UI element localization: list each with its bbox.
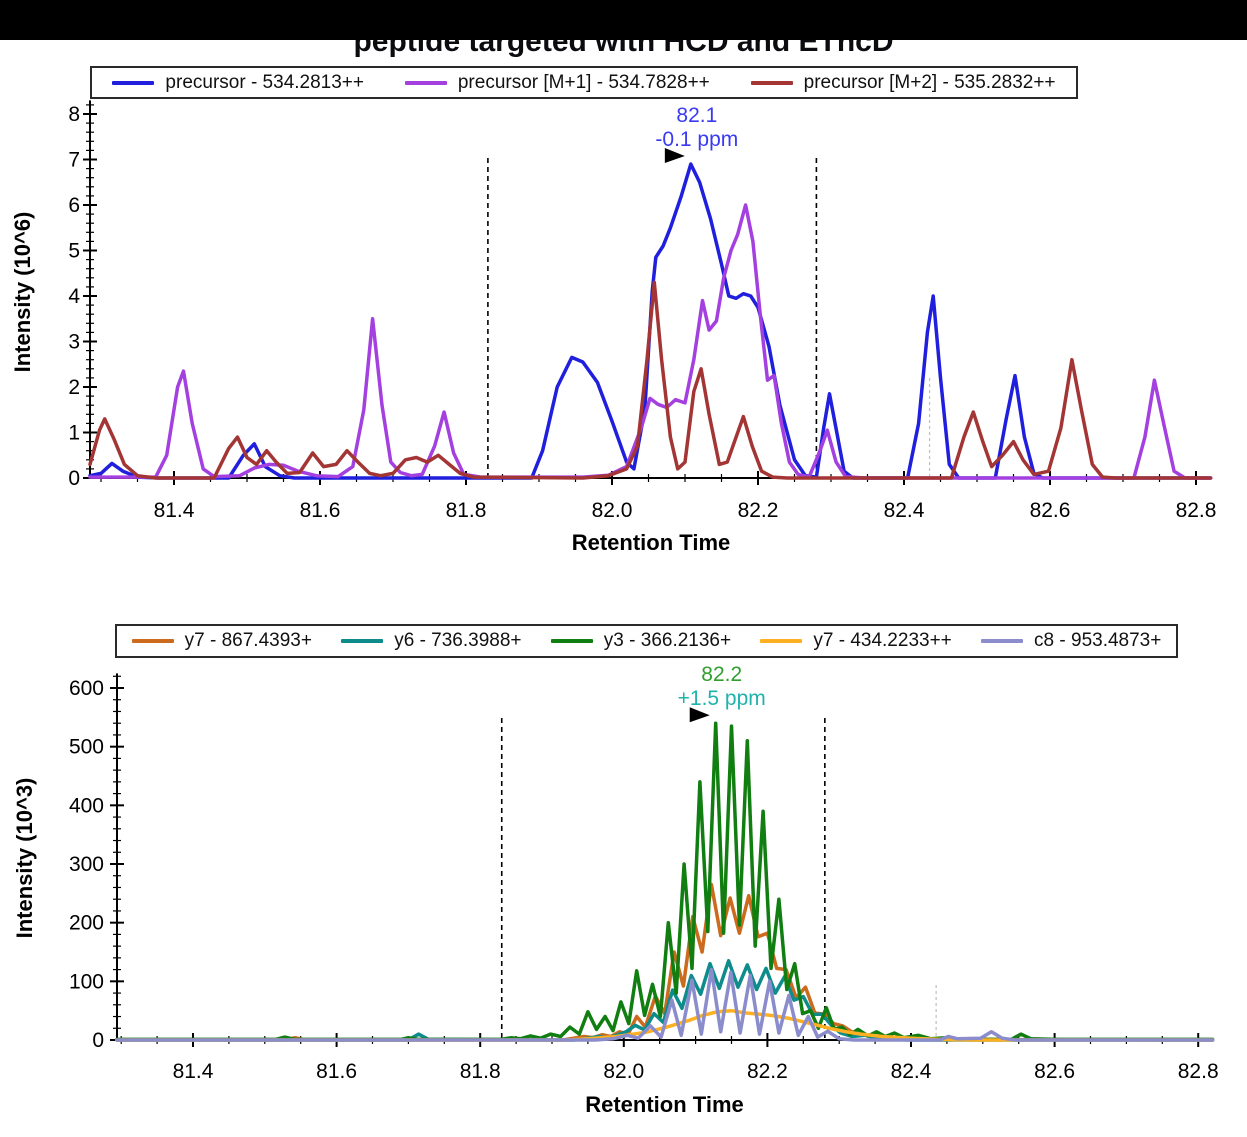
apex-flag-icon <box>664 148 685 164</box>
legend-label: c8 - 953.4873+ <box>1034 630 1162 651</box>
y-tick-label: 1 <box>68 422 80 445</box>
fragment-legend: y7 - 867.4393+ y6 - 736.3988+ y3 - 366.213… <box>115 624 1178 658</box>
y-tick-label: 8 <box>68 103 80 126</box>
y-tick-label: 2 <box>68 376 80 399</box>
y-axis-title: Intensity (10^3) <box>12 778 37 939</box>
legend-item-c8-1-4: c8 - 953.4873+ <box>981 630 1161 652</box>
redaction-bar <box>0 0 1247 40</box>
y-tick-label: 500 <box>69 736 104 759</box>
x-tick-label: 81.6 <box>300 499 341 522</box>
precursor-legend: precursor - 534.2813++ precursor [M+1] - … <box>90 66 1078 99</box>
legend-swatch-icon <box>550 639 593 643</box>
y-tick-label: 400 <box>69 794 104 817</box>
x-tick-label: 82.6 <box>1030 499 1071 522</box>
legend-swatch-icon <box>404 80 447 85</box>
y-tick-label: 6 <box>68 194 80 217</box>
legend-swatch-icon <box>981 639 1024 643</box>
x-axis-title: Retention Time <box>585 1092 744 1117</box>
legend-swatch-icon <box>760 639 803 643</box>
x-tick-label: 82.2 <box>747 1060 788 1083</box>
y-tick-label: 0 <box>92 1029 104 1052</box>
legend-label: precursor - 534.2813++ <box>165 71 364 93</box>
y-tick-label: 100 <box>69 970 104 993</box>
apex-ppm-label: -0.1 ppm <box>655 128 738 151</box>
x-tick-label: 81.6 <box>316 1060 357 1083</box>
x-tick-label: 82.8 <box>1176 499 1217 522</box>
y-tick-label: 300 <box>69 853 104 876</box>
y-tick-label: 4 <box>68 285 80 308</box>
legend-item-y6-1-1: y6 - 736.3988+ <box>341 630 522 652</box>
series-line-1-3 <box>115 1008 1215 1042</box>
legend-label: y3 - 366.2136+ <box>603 630 732 651</box>
y-tick-label: 600 <box>69 677 104 700</box>
legend-item-precursor-0-1: precursor [M+1] - 534.7828++ <box>404 71 710 94</box>
series-line-1-4 <box>115 967 1215 1042</box>
series-line-0-0 <box>88 162 1213 480</box>
y-tick-label: 200 <box>69 912 104 935</box>
apex-flag-icon <box>689 707 710 723</box>
x-tick-label: 82.0 <box>603 1060 644 1083</box>
legend-label: precursor [M+2] - 535.2832++ <box>803 71 1056 93</box>
legend-swatch-icon <box>131 639 174 643</box>
legend-swatch-icon <box>341 639 384 643</box>
legend-label: precursor [M+1] - 534.7828++ <box>457 71 710 93</box>
legend-item-y7-1-3: y7 - 434.2233++ <box>760 630 952 652</box>
x-tick-label: 82.6 <box>1034 1060 1075 1083</box>
x-tick-label: 81.4 <box>173 1060 214 1083</box>
x-tick-label: 81.8 <box>460 1060 501 1083</box>
x-tick-label: 82.0 <box>592 499 633 522</box>
y-tick-label: 3 <box>68 331 80 354</box>
x-tick-label: 81.8 <box>446 499 487 522</box>
legend-item-y3-1-2: y3 - 366.2136+ <box>550 630 732 652</box>
y-axis-title: Intensity (10^6) <box>10 212 35 373</box>
x-tick-label: 82.4 <box>884 499 925 522</box>
x-tick-label: 82.8 <box>1178 1060 1219 1083</box>
legend-swatch-icon <box>112 80 155 85</box>
x-tick-label: 82.4 <box>891 1060 932 1083</box>
legend-item-precursor-0-2: precursor [M+2] - 535.2832++ <box>750 71 1056 94</box>
legend-label: y7 - 434.2233++ <box>813 630 952 651</box>
legend-label: y7 - 867.4393+ <box>184 630 312 651</box>
x-axis-title: Retention Time <box>572 530 731 555</box>
legend-item-precursor-0-0: precursor - 534.2813++ <box>112 72 364 94</box>
apex-rt-label: 82.1 <box>676 104 717 127</box>
apex-rt-label: 82.2 <box>701 663 742 686</box>
y-tick-label: 0 <box>68 467 80 490</box>
legend-swatch-icon <box>750 80 793 85</box>
y-tick-label: 5 <box>68 240 80 263</box>
series-line-0-2 <box>88 280 1213 480</box>
x-tick-label: 81.4 <box>154 499 195 522</box>
x-tick-label: 82.2 <box>738 499 779 522</box>
legend-item-y7-1-0: y7 - 867.4393+ <box>131 630 312 652</box>
y-tick-label: 7 <box>68 149 80 172</box>
apex-ppm-label: +1.5 ppm <box>678 687 766 710</box>
legend-label: y6 - 736.3988+ <box>394 630 522 651</box>
